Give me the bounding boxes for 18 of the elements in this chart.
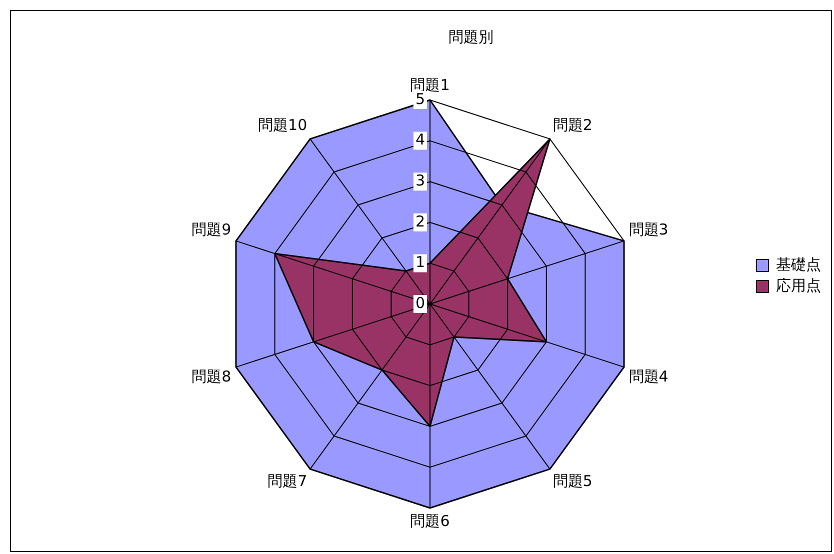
y-tick-label: 3: [415, 171, 425, 190]
spoke-label: 問題7: [268, 472, 308, 490]
spoke-label: 問題3: [628, 220, 668, 238]
y-tick-label: 4: [415, 130, 425, 149]
chart-title: 問題別: [448, 28, 494, 46]
legend-label: 応用点: [776, 276, 821, 294]
y-tick-label: 0: [415, 294, 425, 312]
y-tick-label: 1: [415, 253, 425, 272]
spoke-label: 問題6: [410, 512, 450, 530]
spoke-label: 問題9: [192, 220, 232, 238]
legend-label: 基礎点: [776, 255, 821, 274]
spoke-label: 問題5: [552, 472, 592, 490]
spoke-label: 問題10: [258, 116, 308, 134]
y-tick-label: 5: [415, 90, 425, 108]
spoke-label: 問題4: [628, 367, 668, 386]
spoke-label: 問題2: [552, 116, 592, 134]
spoke-label: 問題8: [192, 367, 232, 386]
y-tick-label: 2: [415, 212, 425, 230]
